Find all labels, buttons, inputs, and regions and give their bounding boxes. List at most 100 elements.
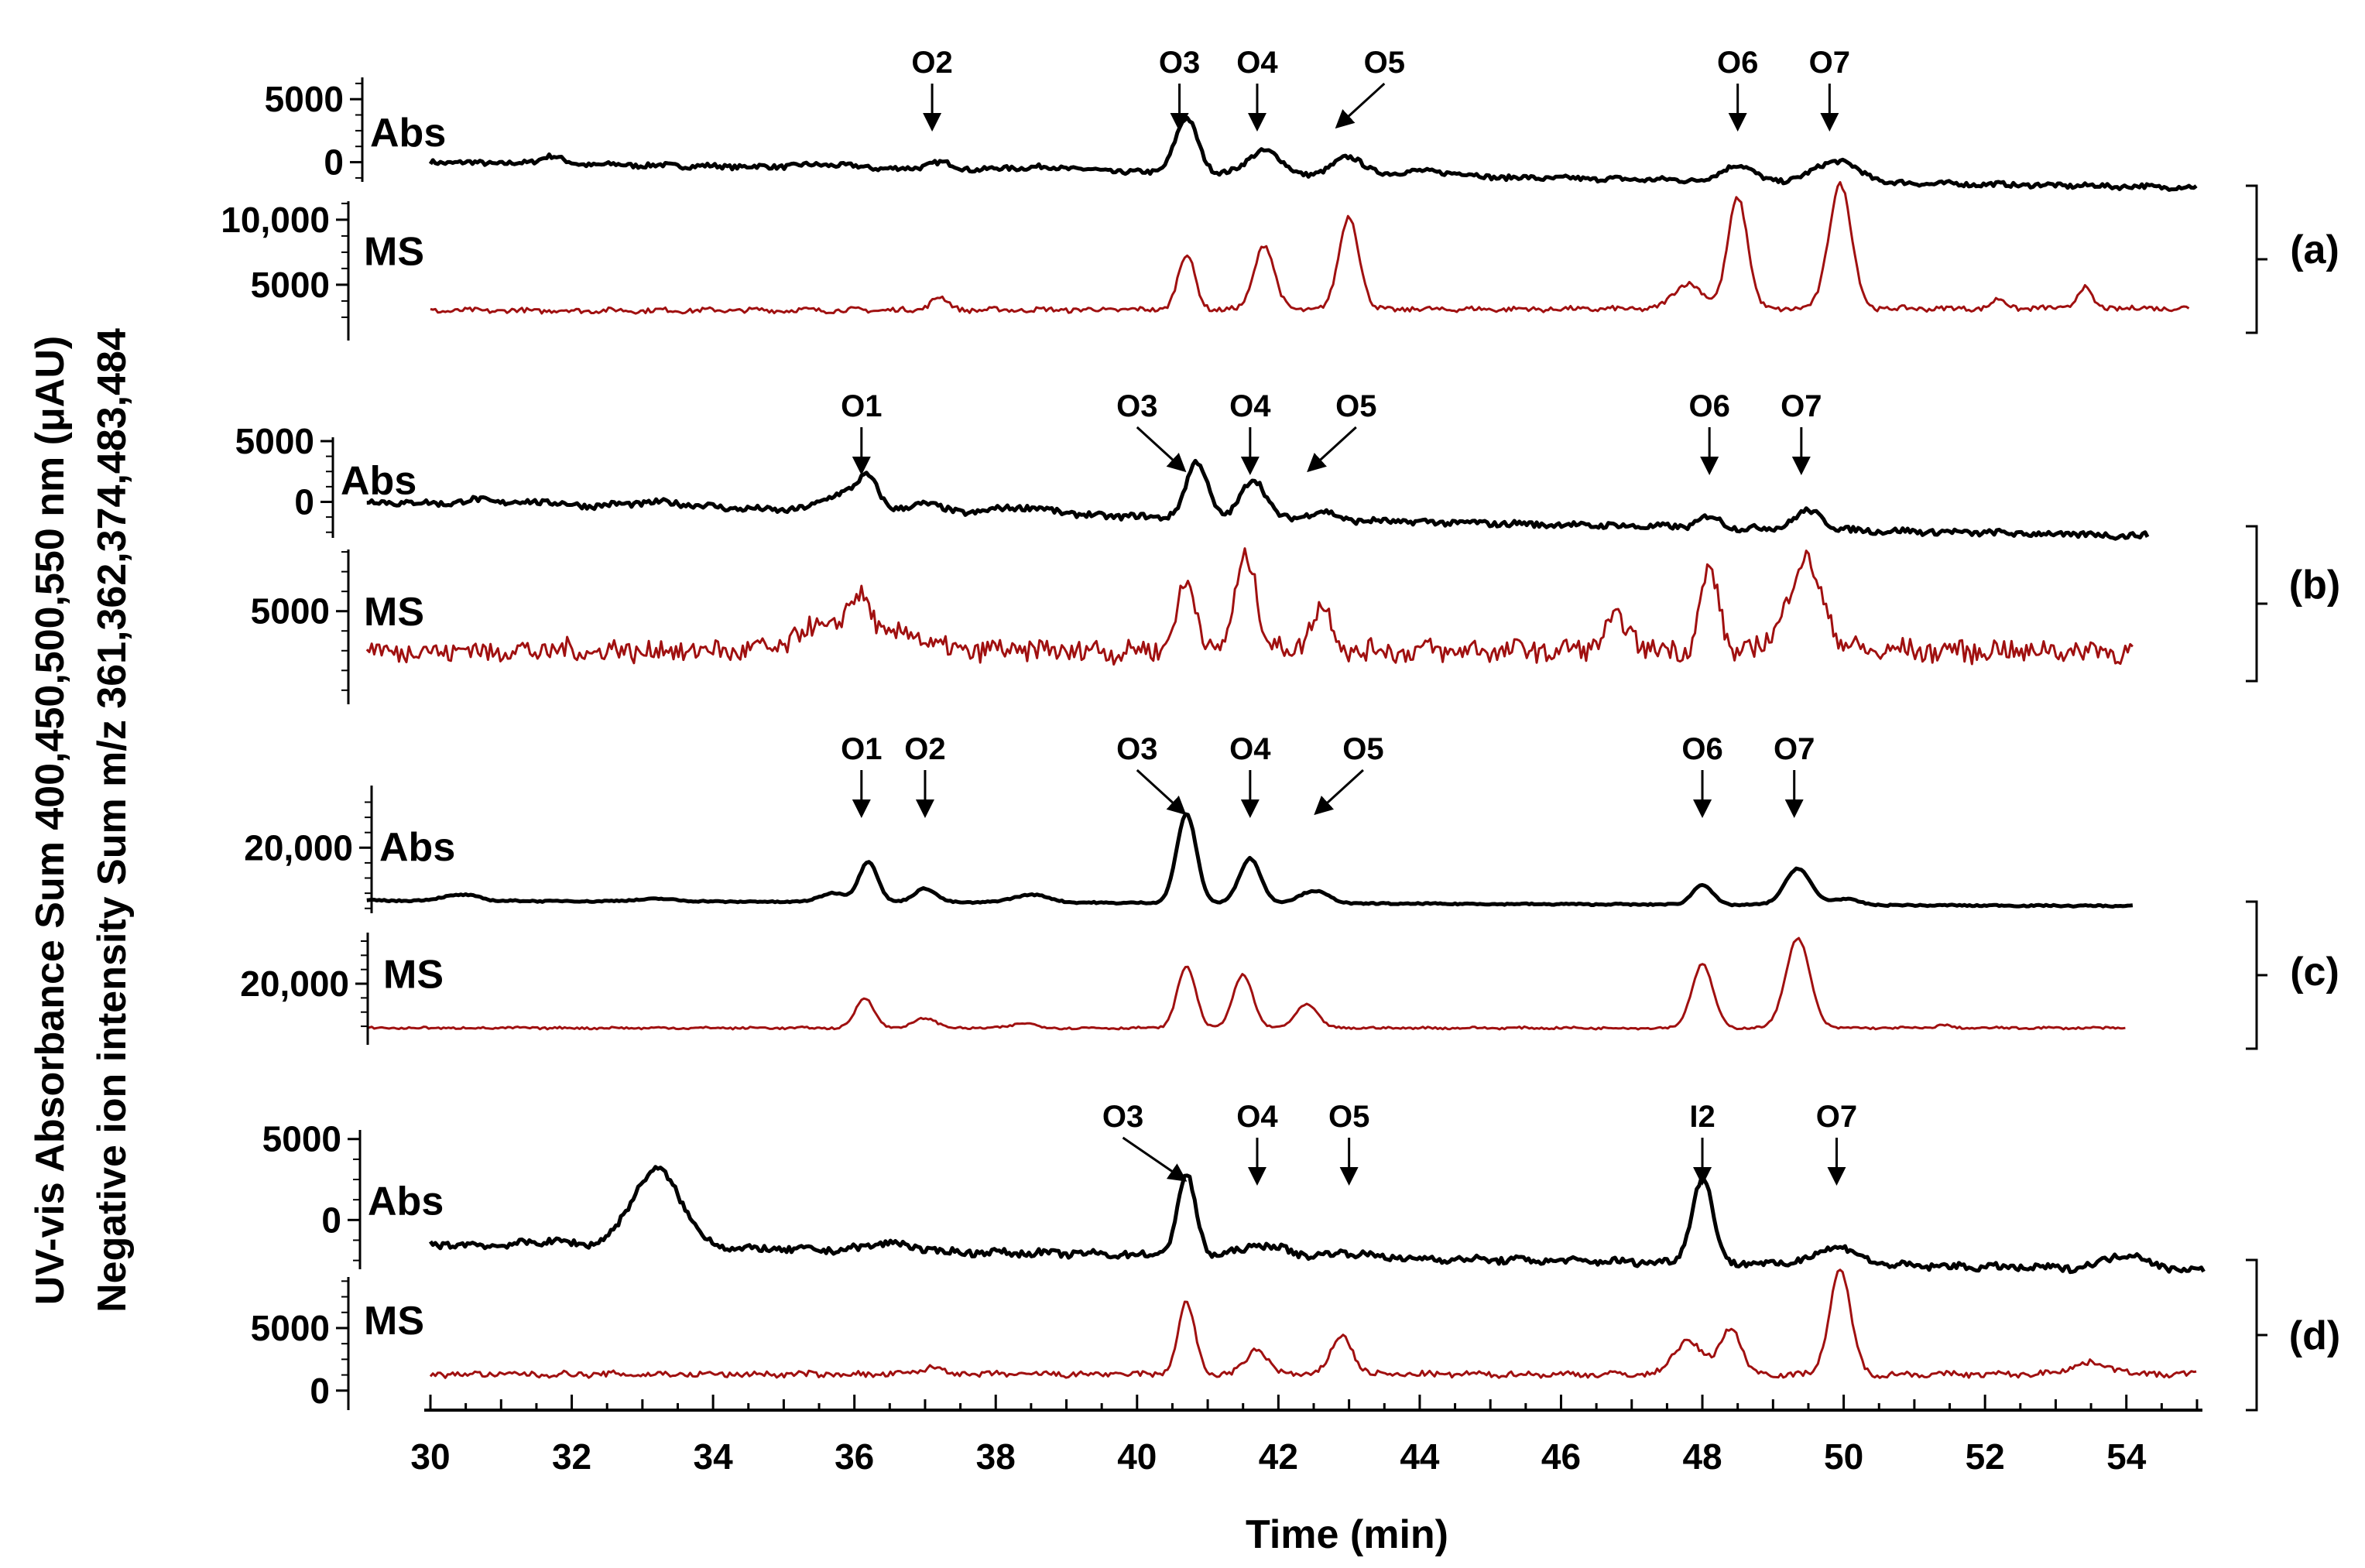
bracket-a (2246, 184, 2267, 334)
y-tick-label: 5000 (262, 1119, 341, 1159)
peak-annotation: O4 (1236, 46, 1278, 132)
peak-label: O4 (1229, 732, 1271, 766)
x-tick-label: 44 (1400, 1436, 1440, 1477)
peak-label: O5 (1335, 389, 1376, 423)
peak-annotation: O2 (911, 46, 953, 132)
abs-label-a: Abs (370, 111, 446, 156)
peak-annotation: O5 (1328, 1100, 1369, 1186)
x-tick-label: 30 (410, 1436, 450, 1477)
ms-label-d: MS (364, 1299, 424, 1344)
peak-label: O3 (1116, 732, 1157, 766)
abs-label-b: Abs (341, 459, 416, 504)
abs-trace-b (366, 458, 2150, 541)
panel-label-d: (d) (2289, 1313, 2340, 1358)
y-axis-d-abs: 5000 0 (262, 1119, 362, 1269)
ms-label-b: MS (364, 590, 424, 635)
peak-label: I2 (1689, 1100, 1715, 1134)
ms-label-c: MS (383, 953, 444, 998)
y-tick-label: 0 (294, 481, 314, 522)
x-tick-label: 38 (976, 1436, 1016, 1477)
peak-label: O3 (1116, 389, 1157, 423)
peak-label: O2 (911, 46, 952, 80)
x-axis-ticks: 30 32 34 36 38 40 42 44 46 48 50 52 54 (410, 1395, 2199, 1477)
y-axis-c-abs: 20,000 (244, 786, 373, 913)
peak-arrow (1136, 426, 1187, 473)
peak-annotation: O4 (1229, 732, 1271, 818)
x-tick-label: 50 (1824, 1436, 1863, 1477)
peak-arrow (1314, 769, 1364, 816)
peak-label: O7 (1816, 1100, 1857, 1134)
peak-annotation: O5 (1335, 46, 1405, 129)
y-tick-label: 5000 (235, 421, 314, 461)
x-tick-label: 54 (2106, 1436, 2147, 1477)
peak-annotation: O5 (1307, 389, 1376, 473)
y-axis-title-ion-intensity: Negative ion intensity Sum m/z 361,362,3… (90, 328, 135, 1313)
peak-label: O6 (1717, 46, 1758, 80)
y-tick-label: 10,000 (221, 200, 330, 240)
panel-label-a: (a) (2290, 228, 2339, 272)
peak-label: O1 (841, 732, 882, 766)
y-axis-c-ms: 20,000 (240, 933, 369, 1045)
peak-label: O7 (1774, 732, 1815, 766)
x-tick-label: 36 (835, 1436, 874, 1477)
y-axis-titles: UV-vis Absorbance Sum 400,450,500,550 nm… (28, 328, 135, 1313)
y-tick-label: 5000 (251, 265, 330, 305)
peak-annotation: O6 (1681, 732, 1723, 818)
y-axis-d-ms: 5000 0 (251, 1277, 350, 1411)
y-tick-label: 5000 (265, 79, 344, 119)
peak-label: O4 (1236, 1100, 1278, 1134)
peak-label: O7 (1809, 46, 1850, 80)
ms-trace-c (366, 936, 2126, 1031)
x-tick-label: 52 (1966, 1436, 2005, 1477)
bracket-d (2246, 1258, 2267, 1412)
y-tick-label: 5000 (251, 1308, 330, 1348)
abs-trace-a (428, 115, 2198, 192)
x-tick-label: 48 (1682, 1436, 1722, 1477)
bracket-b (2246, 525, 2267, 683)
abs-trace-d (428, 1165, 2206, 1275)
chromatogram-panels: 5000 0 10,000 5000 Abs MS (a) O2 O3 O4 O5 O6 O7 5000 0… (221, 46, 2340, 1412)
peak-annotation: O3 (1116, 389, 1187, 473)
peak-annotation: O1 (841, 732, 882, 818)
abs-label-d: Abs (368, 1179, 444, 1224)
peak-arrow (1307, 426, 1357, 473)
ms-trace-a (430, 180, 2190, 315)
panel-label-b: (b) (2289, 563, 2340, 608)
peak-annotation: O7 (1809, 46, 1850, 132)
peak-annotation: O3 (1102, 1100, 1188, 1182)
peak-label: O6 (1688, 389, 1729, 423)
y-tick-label: 20,000 (244, 827, 353, 868)
peak-label: O5 (1328, 1100, 1369, 1134)
y-tick-label: 0 (321, 1200, 341, 1240)
peak-annotation: O7 (1774, 732, 1815, 818)
peak-annotation: I2 (1689, 1100, 1715, 1186)
abs-label-c: Abs (379, 825, 455, 870)
panel-a: 5000 0 10,000 5000 Abs MS (a) O2 O3 O4 O5 O6 O7 (221, 46, 2339, 341)
peak-annotation: O7 (1816, 1100, 1857, 1186)
x-tick-label: 40 (1117, 1436, 1157, 1477)
panel-c: 20,000 20,000 Abs MS (c) O1 O2 O3 O4 O5 O6 O7 (240, 732, 2339, 1050)
y-axis-a-ms: 10,000 5000 (221, 200, 350, 341)
ms-trace-b (365, 547, 2134, 666)
peak-label: O4 (1236, 46, 1278, 80)
peak-annotation: O2 (904, 732, 946, 818)
y-axis-b-ms: 5000 (251, 549, 350, 704)
abs-trace-c (366, 812, 2134, 909)
peak-label: O7 (1781, 389, 1822, 423)
y-axis-b-abs: 5000 0 (235, 421, 334, 538)
x-tick-label: 32 (552, 1436, 591, 1477)
peak-label: O2 (904, 732, 945, 766)
peak-annotation: O7 (1781, 389, 1822, 475)
peak-label: O3 (1102, 1100, 1143, 1134)
peak-label: O3 (1159, 46, 1200, 80)
peak-annotation: O4 (1229, 389, 1271, 475)
peak-label: O5 (1342, 732, 1383, 766)
peak-annotation: O6 (1688, 389, 1730, 475)
ms-trace-d (429, 1268, 2197, 1379)
peak-annotation: O1 (841, 389, 882, 475)
peak-label: O6 (1681, 732, 1722, 766)
peak-label: O5 (1364, 46, 1405, 80)
y-tick-label: 0 (310, 1371, 330, 1411)
peak-arrow (1335, 82, 1386, 129)
